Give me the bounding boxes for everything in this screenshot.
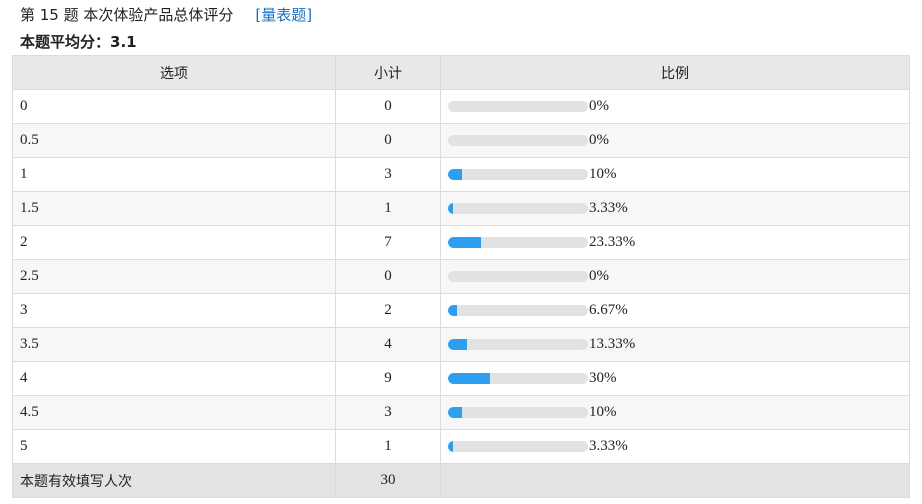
option-cell: 0.5 — [12, 123, 336, 158]
percent-cell: 10% — [440, 395, 910, 430]
data-row: 2.5 0 0% — [12, 259, 910, 294]
percent-label: 0% — [589, 98, 609, 115]
percent-label: 13.33% — [589, 336, 636, 353]
bar-fill — [448, 237, 481, 249]
header-row: 选项 小计 比例 — [12, 55, 910, 90]
data-row: 3 2 6.67% — [12, 293, 910, 328]
option-cell: 5 — [12, 429, 336, 464]
column-header: 比例 — [440, 55, 910, 90]
percent-label: 0% — [589, 268, 609, 285]
column-header: 小计 — [335, 55, 441, 90]
percent-cell: 10% — [440, 157, 910, 192]
bar-fill — [448, 339, 467, 351]
footer-row: 本题有效填写人次 30 — [12, 463, 910, 498]
option-cell: 3.5 — [12, 327, 336, 362]
type-link[interactable]: [量表题] — [255, 6, 313, 24]
bar-fill — [448, 373, 490, 385]
bar-track — [448, 237, 588, 249]
bar-track — [448, 271, 588, 283]
percent-label: 0% — [589, 132, 609, 149]
footer-count: 30 — [335, 463, 441, 498]
count-cell: 1 — [335, 429, 441, 464]
option-cell: 2 — [12, 225, 336, 260]
count-cell: 2 — [335, 293, 441, 328]
count-cell: 0 — [335, 89, 441, 124]
percent-cell: 6.67% — [440, 293, 910, 328]
count-cell: 4 — [335, 327, 441, 362]
data-row: 1.5 1 3.33% — [12, 191, 910, 226]
footer-label: 本题有效填写人次 — [12, 463, 336, 498]
bar-track — [448, 339, 588, 351]
count-cell: 3 — [335, 157, 441, 192]
result-table: 选项 小计 比例 0 0 0% 0.5 0 0% 1 3 10% 1.5 1 3.33% 2 7 23.33… — [12, 55, 910, 498]
count-cell: 0 — [335, 123, 441, 158]
count-cell: 0 — [335, 259, 441, 294]
bar-track — [448, 373, 588, 385]
footer-empty — [440, 463, 910, 498]
percent-label: 10% — [589, 404, 617, 421]
data-row: 3.5 4 13.33% — [12, 327, 910, 362]
option-cell: 2.5 — [12, 259, 336, 294]
bar-fill — [448, 441, 453, 453]
bar-track — [448, 441, 588, 453]
average-score: 本题平均分：3.1 — [20, 33, 137, 51]
column-header: 选项 — [12, 55, 336, 90]
option-cell: 1.5 — [12, 191, 336, 226]
option-cell: 1 — [12, 157, 336, 192]
count-cell: 7 — [335, 225, 441, 260]
data-row: 0.5 0 0% — [12, 123, 910, 158]
percent-cell: 23.33% — [440, 225, 910, 260]
option-cell: 4.5 — [12, 395, 336, 430]
option-cell: 0 — [12, 89, 336, 124]
data-row: 4 9 30% — [12, 361, 910, 396]
bar-fill — [448, 305, 458, 317]
bar-fill — [448, 203, 453, 215]
percent-cell: 0% — [440, 123, 910, 158]
count-cell: 3 — [335, 395, 441, 430]
option-cell: 3 — [12, 293, 336, 328]
percent-label: 10% — [589, 166, 617, 183]
percent-cell: 0% — [440, 89, 910, 124]
percent-cell: 0% — [440, 259, 910, 294]
percent-cell: 30% — [440, 361, 910, 396]
percent-cell: 13.33% — [440, 327, 910, 362]
percent-label: 3.33% — [589, 200, 628, 217]
bar-track — [448, 135, 588, 147]
bar-track — [448, 101, 588, 113]
question-title: 第 15 题 本次体验产品总体评分 [量表题] — [20, 4, 312, 25]
data-row: 4.5 3 10% — [12, 395, 910, 430]
percent-cell: 3.33% — [440, 429, 910, 464]
percent-label: 30% — [589, 370, 617, 387]
data-row: 5 1 3.33% — [12, 429, 910, 464]
question-text: 第 15 题 本次体验产品总体评分 — [20, 6, 234, 24]
percent-label: 6.67% — [589, 302, 628, 319]
bar-track — [448, 169, 588, 181]
data-row: 2 7 23.33% — [12, 225, 910, 260]
option-cell: 4 — [12, 361, 336, 396]
bar-track — [448, 203, 588, 215]
percent-label: 3.33% — [589, 438, 628, 455]
bar-fill — [448, 169, 462, 181]
count-cell: 1 — [335, 191, 441, 226]
data-row: 0 0 0% — [12, 89, 910, 124]
bar-track — [448, 305, 588, 317]
count-cell: 9 — [335, 361, 441, 396]
percent-label: 23.33% — [589, 234, 636, 251]
data-row: 1 3 10% — [12, 157, 910, 192]
bar-fill — [448, 407, 462, 419]
percent-cell: 3.33% — [440, 191, 910, 226]
bar-track — [448, 407, 588, 419]
